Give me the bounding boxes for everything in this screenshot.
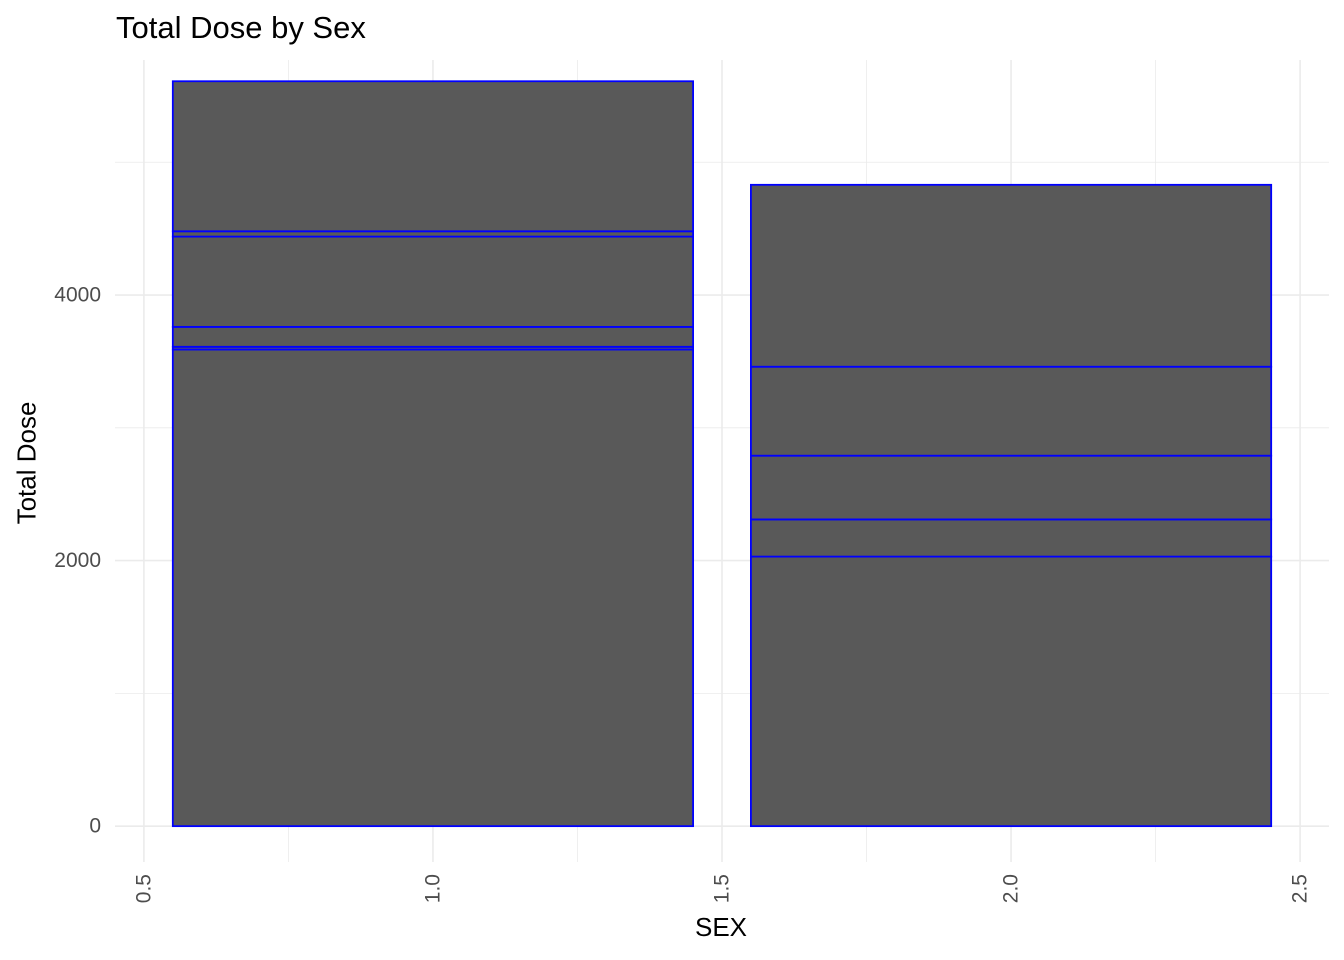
y-tick-label: 2000 <box>54 549 101 572</box>
bar-2-segment-2 <box>750 518 1273 558</box>
y-axis-tick-labels: 0 2000 4000 <box>54 284 101 838</box>
bar-2-segment-3 <box>750 454 1273 521</box>
x-tick-label: 1.5 <box>711 874 734 903</box>
x-tick-label: 0.5 <box>132 874 155 903</box>
bar-1-segment-1 <box>171 348 694 828</box>
x-axis-label: SEX <box>694 912 748 942</box>
x-tick-label: 1.0 <box>421 874 444 903</box>
chart-title: Total Dose by Sex <box>116 10 366 45</box>
bar-2-segment-5 <box>750 183 1273 368</box>
bar-1-segment-4 <box>171 235 694 328</box>
y-axis-label: Total Dose <box>11 401 42 525</box>
bar-2-segment-1 <box>750 555 1273 828</box>
y-tick-label: 0 <box>89 815 101 838</box>
x-axis-tick-labels: 0.5 1.0 1.5 2.0 2.5 <box>132 874 1311 903</box>
x-tick-label: 2.5 <box>1289 874 1312 903</box>
bar-2-segment-4 <box>750 365 1273 457</box>
bar-1-segment-6 <box>171 80 694 233</box>
x-tick-label: 2.0 <box>1000 874 1023 903</box>
bar-1-segment-3 <box>171 325 694 348</box>
y-tick-label: 4000 <box>54 284 101 307</box>
bars-layer <box>171 80 1273 828</box>
